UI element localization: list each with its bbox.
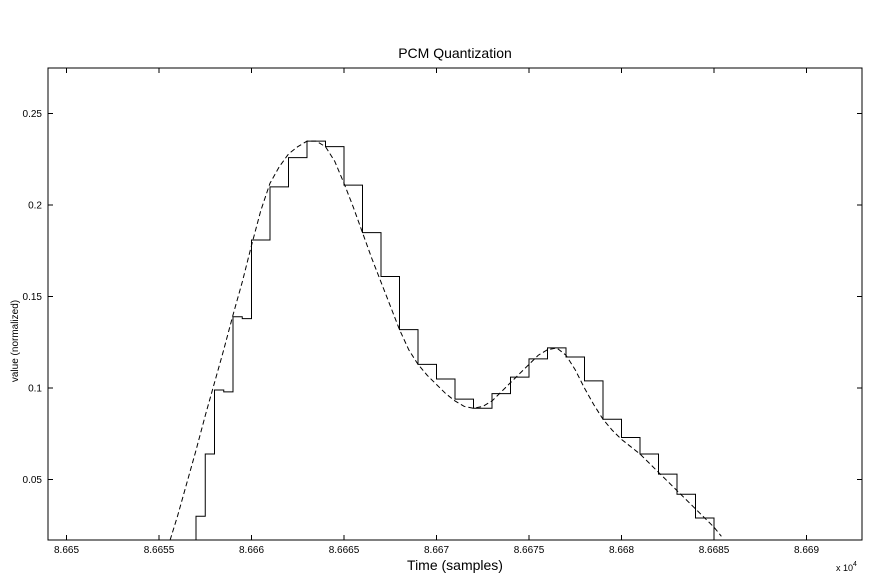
y-axis-label: value (normalized): [10, 300, 21, 382]
x-axis-label: Time (samples): [407, 557, 503, 573]
y-tick-label: 0.2: [28, 201, 42, 212]
x-tick-label: 8.668: [609, 545, 634, 556]
y-tick-label: 0.25: [23, 109, 43, 120]
quantized-step-series: [168, 140, 715, 541]
y-tick-label: 0.15: [23, 292, 43, 303]
plot-area: [47, 67, 863, 541]
x-tick-label: 8.667: [424, 545, 449, 556]
x-tick-label: 8.6665: [329, 545, 360, 556]
original-signal-series: [169, 140, 722, 541]
x-tick-label: 8.666: [239, 545, 264, 556]
axis-ticks: 8.665 8.6655 8.666 8.6665 8.667 8.6675 8.668 8.…: [23, 68, 862, 556]
series-layer: [168, 140, 722, 541]
x-axis-exponent-power: 4: [853, 561, 857, 568]
x-tick-label: 8.6675: [514, 545, 545, 556]
chart-title: PCM Quantization: [398, 45, 512, 61]
y-tick-label: 0.1: [28, 384, 42, 395]
x-tick-label: 8.669: [794, 545, 819, 556]
x-tick-label: 8.6655: [144, 545, 175, 556]
y-tick-label: 0.05: [23, 475, 43, 486]
x-tick-label: 8.6685: [699, 545, 730, 556]
x-tick-label: 8.665: [54, 545, 79, 556]
x-axis-exponent: x 104: [836, 561, 857, 573]
x-axis-exponent-base: x 10: [836, 563, 853, 573]
